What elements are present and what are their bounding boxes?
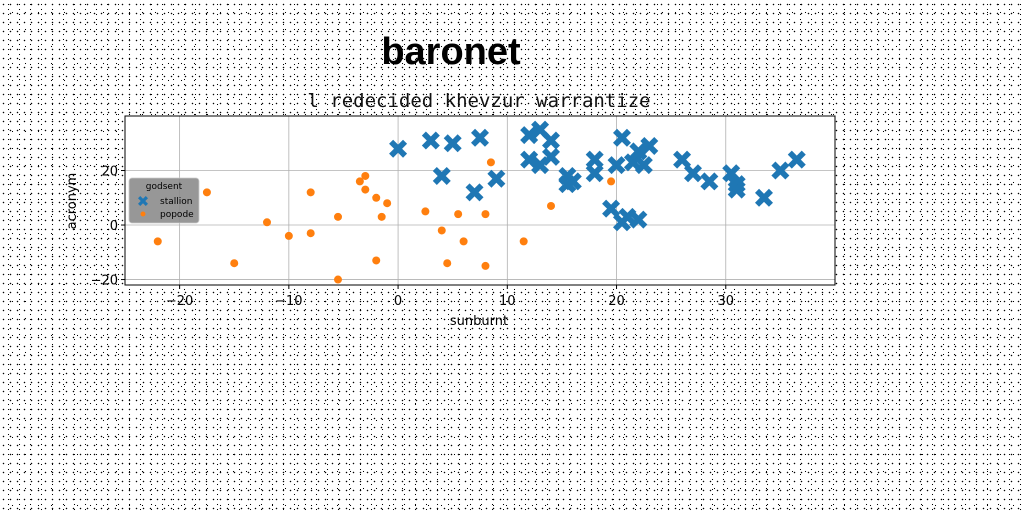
legend-x-marker <box>138 196 148 206</box>
popode-point <box>230 259 239 268</box>
stallion-point <box>613 128 631 147</box>
popode-point <box>153 237 162 246</box>
popode-point <box>607 177 616 186</box>
popode-point <box>334 275 342 284</box>
stallion-point <box>771 161 790 180</box>
popode-point <box>355 177 364 186</box>
legend-title: godsent <box>146 182 183 192</box>
stallion-point <box>421 131 440 150</box>
popode-point <box>372 193 381 202</box>
plot-frame <box>124 115 836 286</box>
stallion-point <box>755 188 773 207</box>
stallion-point <box>673 150 692 169</box>
x-tick-label: −20 <box>166 294 193 309</box>
stallion-point <box>520 150 539 169</box>
y-tick-label: 0 <box>110 219 118 234</box>
popode-point <box>454 210 463 219</box>
popode-point <box>334 212 342 221</box>
popode-point <box>377 212 386 221</box>
popode-point <box>284 231 293 240</box>
data-points <box>153 120 806 284</box>
chart-title: l redecided khevzur warrantize <box>307 90 650 112</box>
stallion-point <box>542 131 560 150</box>
popode-point <box>372 256 381 265</box>
stallion-point <box>727 180 746 199</box>
popode-point <box>547 201 555 210</box>
stallion-point <box>684 164 702 183</box>
stallion-point <box>542 147 560 166</box>
legend-marker-stallion <box>138 196 148 206</box>
y-axis-label: acronym <box>65 173 80 230</box>
popode-point <box>459 237 468 246</box>
stallion-point <box>629 210 648 229</box>
stallion-point <box>629 142 648 161</box>
stallion-point <box>520 126 539 145</box>
stallion-point <box>471 128 489 147</box>
x-tick-label: 30 <box>717 294 734 309</box>
stallion-point <box>607 156 626 175</box>
stallion-point <box>465 183 484 202</box>
legend-dot-marker <box>140 211 146 217</box>
popode-point <box>383 199 392 208</box>
popode-point <box>202 188 211 197</box>
stallion-point <box>487 169 506 188</box>
x-tick-label: 20 <box>608 294 625 309</box>
y-tick-label: 20 <box>101 165 118 180</box>
x-tick-label: 0 <box>394 294 402 309</box>
x-tick-label: −10 <box>275 294 302 309</box>
axis-ticks: −20 −10 0 10 20 30 −20 0 20 <box>91 165 734 309</box>
legend-box <box>128 177 200 224</box>
stallion-point <box>634 156 653 175</box>
stallion-point <box>585 164 604 183</box>
stallion-point <box>558 175 577 194</box>
grid-lines <box>125 116 835 285</box>
popode-point <box>361 171 370 180</box>
legend: godsent stallion popode <box>128 177 200 224</box>
popode-point <box>519 237 528 246</box>
stallion-point <box>722 164 741 183</box>
stallion-point <box>640 136 659 155</box>
stallion-point <box>389 139 408 158</box>
legend-marker-popode <box>140 211 146 217</box>
popode-point <box>361 185 370 194</box>
legend-label-stallion: stallion <box>160 197 192 207</box>
y-tick-label: −20 <box>91 274 118 289</box>
popode-point <box>481 210 490 219</box>
popode-point <box>263 218 271 227</box>
popode-point <box>306 229 315 238</box>
stallion-point <box>700 172 719 191</box>
legend-label-popode: popode <box>160 210 194 220</box>
popode-point <box>306 188 315 197</box>
x-axis-label: sunburnt <box>450 314 508 329</box>
popode-point <box>437 226 446 235</box>
stallion-point <box>443 134 462 153</box>
stallion-point <box>432 166 451 185</box>
popode-point <box>486 158 495 167</box>
popode-point <box>443 259 452 268</box>
stallion-point <box>585 150 604 169</box>
x-tick-label: 10 <box>499 294 516 309</box>
chart-suptitle: baronet <box>381 31 521 73</box>
popode-point <box>481 261 490 270</box>
stallion-point <box>602 199 621 218</box>
stallion-point <box>787 150 806 169</box>
popode-point <box>421 207 430 216</box>
